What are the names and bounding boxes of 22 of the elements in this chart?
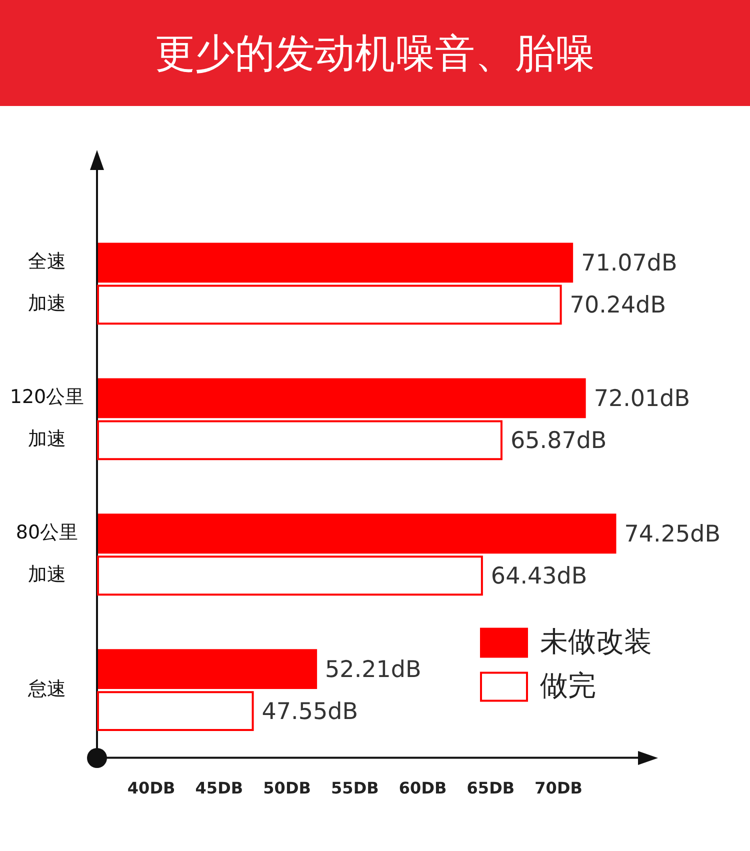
- data-label: 52.21dB: [325, 657, 422, 684]
- data-label: 47.55dB: [262, 699, 358, 726]
- data-label: 72.01dB: [594, 386, 690, 412]
- x-tick-label: 45DB: [195, 778, 244, 798]
- y-tick-label: 全速加速: [28, 250, 66, 315]
- chart-title: 更少的发动机噪音、胎噪: [0, 0, 750, 106]
- y-tick-label: 80公里加速: [16, 522, 78, 586]
- data-label: 74.25dB: [624, 522, 720, 548]
- legend-label: 做完: [540, 669, 596, 702]
- legend-label: 未做改装: [540, 625, 652, 658]
- x-tick-label: 40DB: [127, 778, 176, 798]
- y-tick-label: 120公里加速: [10, 386, 84, 450]
- data-label: 71.07dB: [581, 250, 678, 277]
- y-tick-label: 怠速: [27, 678, 66, 700]
- data-label: 65.87dB: [510, 428, 607, 454]
- x-tick-label: 65DB: [466, 778, 515, 798]
- x-tick-label: 55DB: [331, 778, 379, 798]
- data-label: 70.24dB: [570, 292, 666, 319]
- x-tick-label: 70DB: [534, 778, 582, 798]
- x-tick-label: 60DB: [398, 778, 447, 798]
- x-tick-label: 50DB: [263, 778, 311, 798]
- data-label: 64.43dB: [490, 564, 588, 590]
